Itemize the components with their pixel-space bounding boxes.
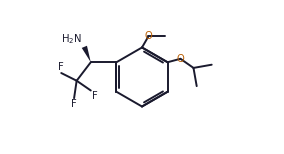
Text: O: O [145,31,153,41]
Text: F: F [92,91,98,101]
Text: H$_2$N: H$_2$N [61,32,82,46]
Text: O: O [177,54,185,64]
Text: F: F [71,99,77,109]
Polygon shape [82,46,91,62]
Text: F: F [59,62,64,72]
